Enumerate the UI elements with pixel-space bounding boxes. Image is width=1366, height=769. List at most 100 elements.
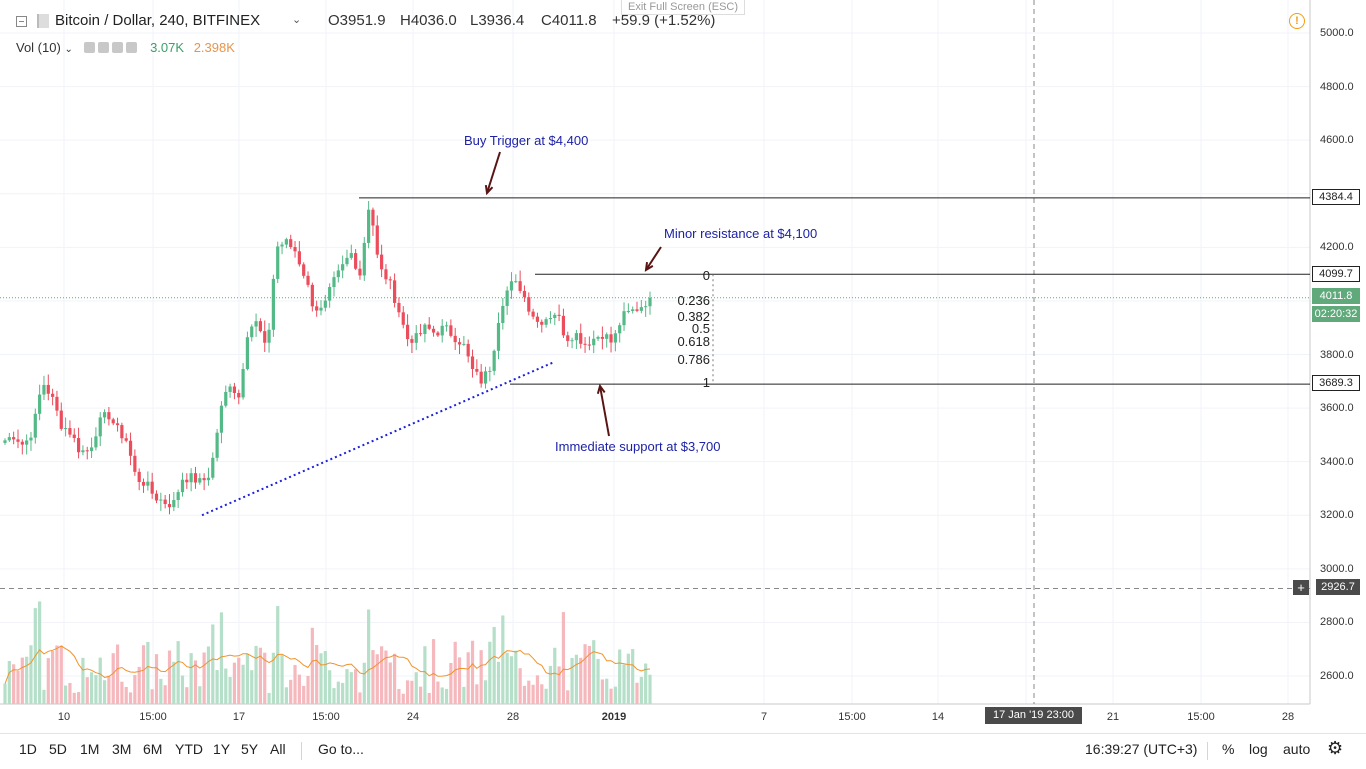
candle-body [237, 392, 241, 398]
volume-bar [258, 647, 263, 704]
close-icon[interactable] [126, 42, 138, 53]
volume-bar [375, 654, 379, 704]
volume-bar [198, 686, 202, 704]
volume-bar [440, 687, 444, 704]
candle-body [596, 336, 600, 339]
volume-bar [384, 650, 388, 704]
volume-bar [392, 653, 397, 704]
volume-bar [332, 688, 336, 704]
volume-bar [427, 693, 431, 704]
volume-bar [522, 685, 527, 704]
minor-resistance-label[interactable]: Minor resistance at $4,100 [664, 226, 818, 241]
volume-bar [202, 652, 206, 704]
candle-body [618, 325, 622, 334]
candle-body [94, 436, 98, 448]
range-3m-button[interactable]: 3M [112, 741, 132, 757]
volume-bar [167, 650, 172, 704]
candle-body [293, 247, 297, 252]
toolbar-divider [1207, 742, 1208, 760]
add-alert-icon[interactable]: + [1293, 580, 1309, 595]
volume-bar [241, 664, 245, 704]
candle-body [146, 481, 150, 486]
volume-bar [609, 688, 613, 704]
volume-bar [180, 675, 185, 704]
time-tick-label: 15:00 [1187, 711, 1215, 723]
exit-fullscreen-button[interactable]: Exit Full Screen (ESC) [621, 0, 746, 15]
candle-body [553, 314, 557, 319]
candle-body [176, 492, 180, 500]
volume-bar [120, 681, 124, 704]
range-5d-button[interactable]: 5D [49, 741, 67, 757]
open-value: O3951.9 [328, 12, 386, 29]
candle-body [315, 306, 319, 311]
range-all-button[interactable]: All [270, 741, 286, 757]
range-5y-button[interactable]: 5Y [241, 741, 259, 757]
goto-button[interactable]: Go to... [318, 741, 364, 757]
volume-bar [59, 645, 63, 704]
volume-bar [566, 690, 570, 704]
candle-body [354, 253, 358, 269]
candle-body [514, 281, 518, 283]
volume-bar [553, 647, 557, 704]
settings-icon[interactable] [98, 42, 110, 53]
clock-timezone[interactable]: 16:39:27 (UTC+3) [1085, 741, 1198, 757]
buy-trigger-label[interactable]: Buy Trigger at $4,400 [464, 133, 589, 148]
volume-bar [557, 666, 561, 704]
support-arrow [599, 385, 610, 437]
candle-body [639, 307, 643, 311]
candle-body [488, 370, 492, 372]
candle-body [289, 239, 293, 248]
volume-bars [3, 601, 652, 704]
range-1d-button[interactable]: 1D [19, 741, 37, 757]
candle-body [548, 318, 553, 320]
candle-body [479, 371, 483, 384]
volume-bar [38, 601, 42, 704]
candle-body [483, 371, 488, 384]
warning-icon[interactable]: ! [1289, 13, 1305, 29]
symbol-name[interactable]: Bitcoin / Dollar, 240, BITFINEX [55, 12, 261, 29]
range-ytd-button[interactable]: YTD [175, 741, 203, 757]
volume-bar [12, 664, 16, 704]
collapse-icon[interactable] [16, 16, 27, 27]
percent-scale-toggle[interactable]: % [1222, 741, 1235, 757]
volume-bar [414, 672, 418, 704]
volume-bar [159, 678, 163, 704]
volume-bar [605, 678, 609, 704]
volume-bar [626, 653, 630, 704]
range-1m-button[interactable]: 1M [80, 741, 100, 757]
candle-body [120, 425, 124, 439]
last-price-tag: 4011.8 [1312, 288, 1360, 304]
candle-body [124, 438, 128, 441]
volume-bar [418, 686, 423, 704]
candle-body [518, 281, 522, 291]
volume-bar [436, 681, 440, 704]
volume-bar [583, 644, 587, 704]
chevron-down-icon[interactable]: ⌄ [292, 14, 302, 26]
range-1y-button[interactable]: 1Y [213, 741, 231, 757]
time-tick-label: 28 [506, 711, 520, 723]
candle-body [644, 306, 648, 308]
candle-body [85, 450, 89, 452]
auto-scale-toggle[interactable]: auto [1283, 741, 1311, 757]
candle-body [631, 309, 635, 311]
chevron-down-icon[interactable]: ⌄ [64, 44, 73, 55]
candle-body [302, 264, 306, 276]
candle-body [609, 334, 613, 343]
low-value: L3936.4 [470, 12, 525, 29]
buy-trigger-arrow-head [484, 184, 494, 196]
volume-bar [94, 675, 98, 704]
candle-body [163, 499, 167, 505]
range-6m-button[interactable]: 6M [143, 741, 163, 757]
volume-bar [254, 645, 258, 704]
log-scale-toggle[interactable]: log [1249, 741, 1268, 757]
candle-body [509, 281, 514, 291]
eye-icon[interactable] [84, 42, 96, 53]
candle-body [102, 412, 107, 418]
gear-icon[interactable]: ⚙ [1327, 738, 1344, 758]
plus-icon[interactable] [112, 42, 124, 53]
immediate-support-label[interactable]: Immediate support at $3,700 [555, 439, 721, 454]
volume-bar [613, 686, 617, 704]
volume-label[interactable]: Vol (10) [16, 40, 61, 55]
volume-bar [68, 682, 72, 704]
